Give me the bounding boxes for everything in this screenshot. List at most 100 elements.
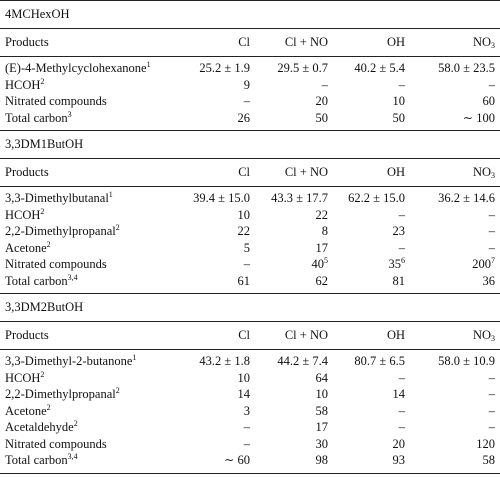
table-cell: 62.2 ± 15.0 bbox=[348, 191, 405, 205]
header-row: Products Cl Cl + NO OH NO3 bbox=[0, 321, 500, 350]
cell-text: NO bbox=[472, 35, 491, 49]
table-cell: Total carbon3 bbox=[5, 110, 72, 127]
table-cell: HCOH2 bbox=[5, 207, 44, 224]
superscript: 2 bbox=[115, 386, 120, 395]
section-title: 3,3DM1ButOH bbox=[5, 137, 84, 151]
table-cell: 58 bbox=[315, 403, 329, 418]
section-title: 3,3DM2ButOH bbox=[5, 300, 84, 314]
superscript: 3 bbox=[67, 109, 72, 119]
superscript: 1 bbox=[108, 190, 113, 199]
table-cell: ∼ 100 bbox=[462, 110, 495, 125]
table-cell: NO3 bbox=[473, 159, 495, 186]
table-cell: 3,3-Dimethylbutanal1 bbox=[5, 190, 113, 207]
table-cell: – bbox=[398, 77, 405, 92]
table-cell: 22 bbox=[315, 207, 329, 222]
table-cell: – bbox=[243, 420, 250, 434]
table-cell: 8 bbox=[321, 224, 328, 238]
table-row: 3,3-Dimethyl-2-butanone1 43.2 ± 1.8 44.2 ±… bbox=[0, 353, 500, 370]
table-cell: 50 bbox=[315, 110, 329, 125]
table-cell: 10 bbox=[237, 370, 251, 385]
header-row: Products Cl Cl + NO OH NO3 bbox=[0, 158, 500, 187]
table-cell: 3,3-Dimethyl-2-butanone1 bbox=[5, 353, 136, 370]
table-cell: – bbox=[488, 420, 495, 434]
table-row: HCOH2 10 22 – – bbox=[0, 207, 500, 224]
table-cell: Cl bbox=[238, 328, 250, 342]
table-cell: 20 bbox=[392, 436, 406, 451]
cell-text: 40 bbox=[311, 257, 325, 271]
table-row: HCOH2 10 64 – – bbox=[0, 370, 500, 387]
table-cell: Nitrated compounds bbox=[5, 257, 107, 271]
table-cell: 44.2 ± 7.4 bbox=[277, 354, 328, 368]
table-cell: 61 bbox=[237, 273, 251, 288]
table-body: (E)-4-Methylcyclohexanone1 25.2 ± 1.9 29.5… bbox=[0, 57, 500, 130]
table-row: Total carbon3,4 ∼ 60 98 93 58 bbox=[0, 452, 500, 469]
subscript: 3 bbox=[491, 171, 495, 180]
table-cell: – bbox=[488, 403, 495, 418]
cell-text: Acetone bbox=[5, 403, 47, 418]
table-row: 3,3-Dimethylbutanal1 39.4 ± 15.0 43.3 ± 17… bbox=[0, 190, 500, 207]
table-cell: OH bbox=[386, 328, 405, 342]
table-cell: – bbox=[243, 257, 250, 271]
superscript: 1 bbox=[146, 60, 151, 69]
table-cell: – bbox=[398, 240, 405, 255]
table-cell: 405 bbox=[312, 256, 329, 273]
table-cell: 93 bbox=[392, 453, 406, 467]
table-cell: Nitrated compounds bbox=[5, 436, 107, 451]
table-cell: 36.2 ± 14.6 bbox=[438, 191, 495, 205]
table-cell: 58 bbox=[482, 453, 496, 467]
cell-text: 2,2-Dimethylpropanal bbox=[5, 224, 116, 238]
table-cell: Cl + NO bbox=[284, 35, 328, 49]
cell-text: HCOH bbox=[5, 77, 41, 92]
table-cell: 81 bbox=[392, 273, 406, 288]
table-cell: 14 bbox=[392, 387, 406, 401]
table-cell: (E)-4-Methylcyclohexanone1 bbox=[5, 60, 151, 77]
table-section: 3,3DM2ButOH Products Cl Cl + NO OH NO3 3,3-Dim… bbox=[0, 293, 500, 474]
table-cell: 29.5 ± 0.7 bbox=[277, 61, 328, 75]
table-cell: – bbox=[488, 207, 495, 222]
cell-text: Acetaldehyde bbox=[5, 420, 74, 434]
table-cell: 2,2-Dimethylpropanal2 bbox=[5, 386, 120, 403]
table-cell: Cl bbox=[238, 165, 250, 179]
table-cell: Nitrated compounds bbox=[5, 94, 107, 108]
cell-text: (E)-4-Methylcyclohexanone bbox=[5, 61, 147, 75]
table-cell: – bbox=[398, 420, 405, 434]
table-cell: 58.0 ± 10.9 bbox=[438, 354, 495, 368]
table-cell: – bbox=[488, 370, 495, 385]
superscript: 2 bbox=[115, 223, 120, 232]
table-cell: 40.2 ± 5.4 bbox=[354, 61, 405, 75]
table-cell: 2,2-Dimethylpropanal2 bbox=[5, 223, 120, 240]
table-cell: – bbox=[398, 403, 405, 418]
cell-text: 3,3-Dimethyl-2-butanone bbox=[5, 354, 133, 368]
table-cell: Cl + NO bbox=[284, 328, 328, 342]
table-cell: 17 bbox=[315, 240, 329, 255]
superscript: 7 bbox=[491, 256, 495, 265]
table-cell: 39.4 ± 15.0 bbox=[193, 191, 250, 205]
subscript: 3 bbox=[491, 41, 495, 50]
subscript: 3 bbox=[491, 334, 495, 343]
table-body: 3,3-Dimethylbutanal1 39.4 ± 15.0 43.3 ± 17… bbox=[0, 187, 500, 293]
table-cell: 10 bbox=[315, 387, 329, 401]
table-cell: Cl + NO bbox=[284, 165, 328, 179]
table-body: 3,3-Dimethyl-2-butanone1 43.2 ± 1.8 44.2 ±… bbox=[0, 350, 500, 473]
cell-text: 2,2-Dimethylpropanal bbox=[5, 387, 116, 401]
table-cell: – bbox=[398, 207, 405, 222]
table-section: 4MCHexOH Products Cl Cl + NO OH NO3 (E)-4-Meth… bbox=[0, 0, 500, 130]
table-cell: 17 bbox=[315, 420, 329, 434]
table-cell: – bbox=[398, 370, 405, 385]
table-cell: OH bbox=[386, 165, 405, 179]
table-cell: 50 bbox=[392, 110, 406, 125]
superscript: 1 bbox=[132, 353, 137, 362]
superscript: 2 bbox=[73, 419, 78, 428]
table-row: Total carbon3,4 61 62 81 36 bbox=[0, 273, 500, 290]
table-cell: 120 bbox=[476, 436, 495, 451]
table-row: Acetaldehyde2 – 17 – – bbox=[0, 419, 500, 436]
table-cell: – bbox=[488, 224, 495, 238]
table-cell: Products bbox=[5, 328, 49, 342]
superscript: 2 bbox=[46, 402, 51, 412]
cell-text: 35 bbox=[388, 257, 402, 271]
table-cell: 64 bbox=[315, 370, 329, 385]
table-row: Nitrated compounds – 20 10 60 bbox=[0, 93, 500, 110]
cell-text: NO bbox=[472, 328, 491, 342]
